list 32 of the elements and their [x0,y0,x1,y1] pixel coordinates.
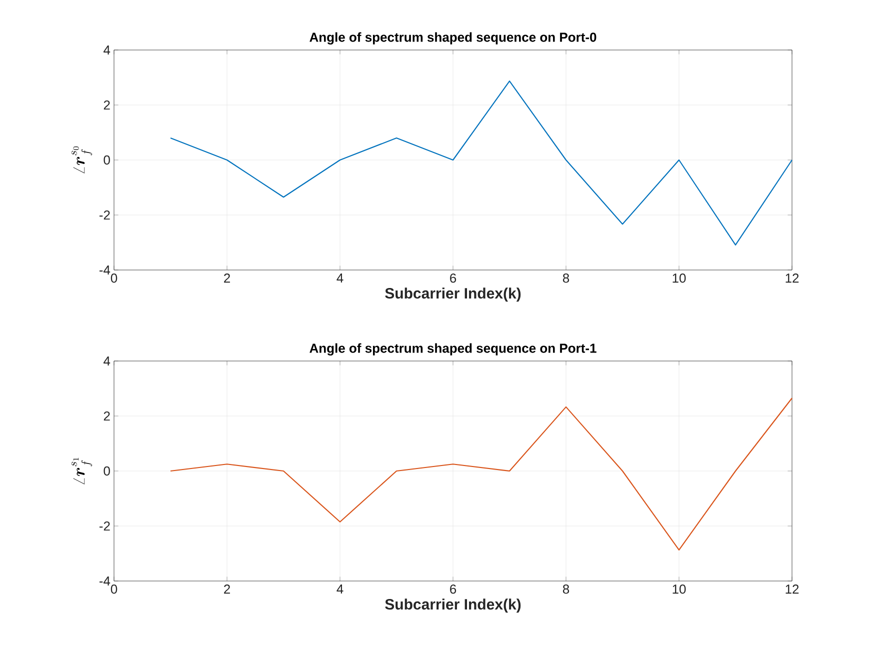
y-tick-label: 2 [104,411,110,421]
x-tick-label: 12 [786,274,799,283]
x-tick-label: 4 [336,274,344,282]
x-axis-title: Subcarrier Index(k) [385,288,521,302]
x-tick-label: 8 [562,274,570,283]
x-tick-label: 6 [450,274,456,283]
chart-title: Angle of spectrum shaped sequence on Port-1 [310,343,596,356]
y-tick-label: 2 [104,100,110,110]
y-tick-label: -4 [99,576,110,586]
y-tick-label: 0 [104,155,110,165]
y-tick-label: 4 [104,356,110,366]
x-tick-label: 10 [672,584,686,594]
line-series [170,80,793,246]
x-tick-label: 8 [562,584,570,594]
y-axis-title: $\angle \boldsymbol{r}_f^{s_1}$ [72,458,92,484]
x-tick-label: 6 [450,584,456,594]
x-tick-label: 0 [110,274,118,283]
x-tick-label: 2 [224,274,230,283]
y-tick-label: -2 [99,521,110,531]
x-tick-label: 2 [224,584,230,594]
y-tick-label: -2 [99,210,110,220]
x-axis-title: Subcarrier Index(k) [385,598,521,613]
y-tick-label: 0 [104,466,110,476]
x-tick-label: 0 [110,584,118,594]
x-tick-label: 12 [786,584,799,594]
y-tick-label: -4 [99,266,110,274]
line-series [170,398,793,550]
chart-title: Angle of spectrum shaped sequence on Port-0 [310,32,596,44]
y-axis-title: $\angle \boldsymbol{r}_f^{s_0}$ [72,146,92,174]
y-tick-label: 4 [104,46,110,54]
x-tick-label: 4 [336,584,344,594]
x-tick-label: 10 [672,274,686,283]
